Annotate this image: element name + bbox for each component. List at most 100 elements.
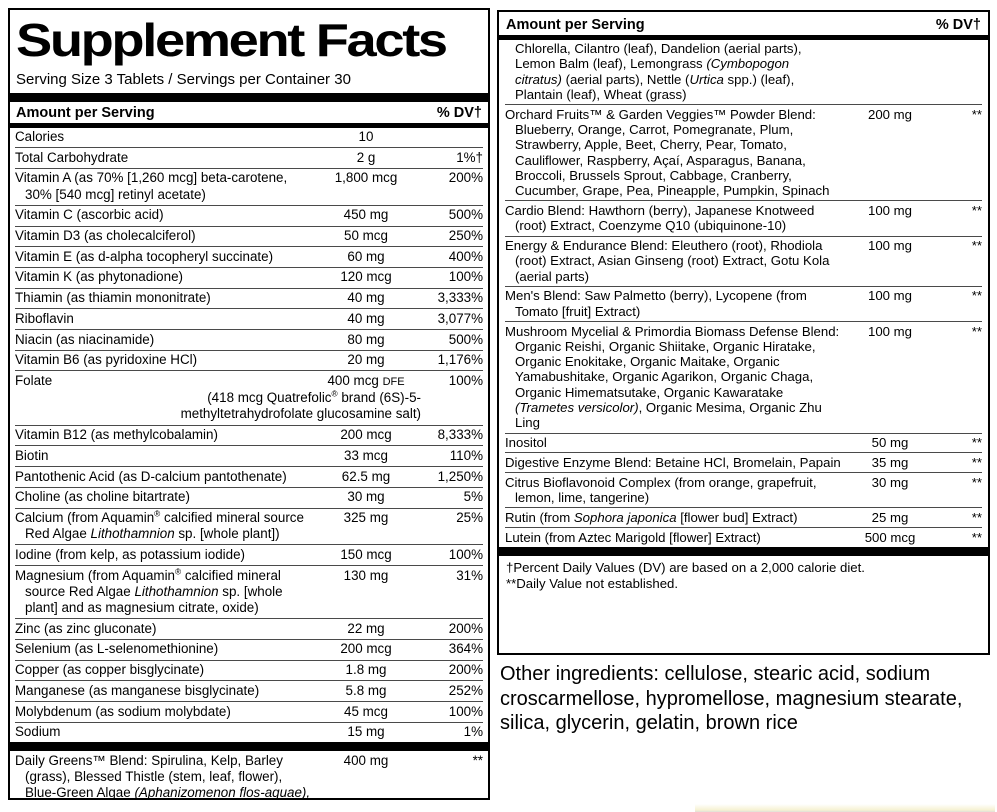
table-row: Molybdenum (as sodium molybdate) 45 mcg … [15,701,483,722]
table-row-main: Energy & Endurance Blend: Eleuthero (roo… [505,237,982,286]
ingredient-name: Total Carbohydrate [15,149,129,165]
page-title: Supplement Facts [16,14,448,66]
table-row-main: Riboflavin 40 mg 3,077% [15,309,483,329]
ingredient-name: Men's Blend: Saw Palmetto (berry), Lycop… [505,288,807,319]
ingredient-amount: 450 mg [343,207,389,223]
ingredient-name: Vitamin K (as phytonadione) [15,269,183,285]
table-row-main: Digestive Enzyme Blend: Betaine HCl, Bro… [505,453,982,472]
table-row: Folate 400 mcg DFE 100% (418 mcg Quatref… [15,370,483,421]
table-row-main: Choline (as choline bitartrate) 30 mg 5% [15,488,483,508]
footnote-line: †Percent Daily Values (DV) are based on … [506,559,865,575]
table-row: Vitamin A (as 70% [1,260 mcg] beta-carot… [15,167,483,205]
ingredient-dv: 100% [448,546,483,562]
ingredient-name: Molybdenum (as sodium molybdate) [15,703,231,719]
ingredient-amount: 325 mg [343,510,389,526]
table-row: Cardio Blend: Hawthorn (berry), Japanese… [505,200,982,235]
ingredient-name: Zinc (as zinc gluconate) [15,620,157,636]
ingredient-amount: 100 mg [868,288,912,304]
ingredient-name: Vitamin B12 (as methylcobalamin) [15,427,218,443]
ingredient-dv: ** [971,238,982,254]
table-row-main: Selenium (as L-selenomethionine) 200 mcg… [15,640,483,660]
ingredient-dv: 500% [448,207,483,223]
amount-per-serving-label: Amount per Serving [506,17,645,33]
ingredient-dv: 1%† [456,149,483,165]
table-row-main: Vitamin B6 (as pyridoxine HCl) 20 mg 1,1… [15,351,483,371]
ingredient-amount: 15 mg [347,724,385,740]
blend-table: Daily Greens™ Blend: Spirulina, Kelp, Ba… [15,751,483,798]
ingredient-dv: 200% [448,170,483,186]
ingredient-amount: 130 mg [343,567,389,583]
table-row-main: Molybdenum (as sodium molybdate) 45 mcg … [15,702,483,722]
table-row-main: Chlorella, Cilantro (leaf), Dandelion (a… [505,40,982,105]
table-row-main: Biotin 33 mcg 110% [15,446,483,466]
ingredient-amount: 120 mcg [340,269,392,285]
ingredient-amount: 100 mg [868,202,912,218]
ingredient-amount: 400 mg [343,752,389,768]
table-row: Lutein (from Aztec Marigold [flower] Ext… [505,527,982,547]
ingredient-dv: 200% [448,662,483,678]
ingredient-dv: 100% [448,269,483,285]
table-row: Inositol 50 mg ** [505,432,982,453]
table-row: Vitamin D3 (as cholecalciferol) 50 mcg 2… [15,225,483,247]
nutrient-table: Calories 10 Total Carbohydrate 2 g 1%† [15,128,483,743]
ingredient-dv: 110% [449,447,483,463]
ingredient-dv: 3,333% [437,290,483,306]
ingredient-dv: 3,077% [437,310,483,326]
table-row-main: Vitamin E (as d-alpha tocopheryl succina… [15,247,483,267]
ingredient-name: Vitamin E (as d-alpha tocopheryl succina… [15,248,274,264]
divider-bar [10,93,488,102]
table-row-main: Total Carbohydrate 2 g 1%† [15,148,483,168]
table-row-main: Folate 400 mcg DFE 100% [15,371,483,392]
table-row-main: Lutein (from Aztec Marigold [flower] Ext… [505,528,982,547]
table-row-main: Zinc (as zinc gluconate) 22 mg 200% [15,619,483,639]
ingredient-dv: ** [971,474,982,490]
ingredient-name: Inositol [505,435,547,451]
ingredient-name: Sodium [15,724,61,740]
ingredient-amount: 200 mg [868,106,912,122]
table-row-main: Manganese (as manganese bisglycinate) 5.… [15,681,483,701]
ingredient-name: Chlorella, Cilantro (leaf), Dandelion (a… [515,41,802,102]
ingredient-amount: 200 mcg [340,641,392,657]
table-row-main: Calcium (from Aquamin® calcified mineral… [15,509,483,545]
ingredient-amount: 5.8 mg [345,682,387,698]
ingredient-amount: 10 [358,129,374,144]
table-row-main: Thiamin (as thiamin mononitrate) 40 mg 3… [15,289,483,309]
ingredient-amount: 2 g [356,149,376,165]
ingredient-name: Pantothenic Acid (as D-calcium pantothen… [15,468,287,484]
ingredient-name: Calcium (from Aquamin® calcified mineral… [15,508,304,542]
table-row: Vitamin B6 (as pyridoxine HCl) 20 mg 1,1… [15,349,483,371]
table-row: Chlorella, Cilantro (leaf), Dandelion (a… [505,40,982,105]
ingredient-amount: 1.8 mg [345,662,387,678]
ingredient-dv: 100% [448,372,483,388]
table-row: Magnesium (from Aquamin® calcified miner… [15,565,483,618]
table-row: Choline (as choline bitartrate) 30 mg 5% [15,486,483,508]
ingredient-name: Iodine (from kelp, as potassium iodide) [15,546,245,562]
page-edge-artifact [695,804,995,812]
ingredient-dv: ** [971,435,982,451]
ingredient-dv: 8,333% [437,427,483,443]
ingredient-dv: ** [971,323,982,339]
table-row-main: Rutin (from Sophora japonica [flower bud… [505,508,982,527]
ingredient-amount: 40 mg [347,290,385,306]
table-row: Vitamin E (as d-alpha tocopheryl succina… [15,246,483,267]
table-row: Calories 10 [15,128,483,148]
percent-dv-label: % DV† [436,105,482,121]
table-row: Citrus Bioflavonoid Complex (from orange… [505,472,982,507]
ingredient-name: Mushroom Mycelial & Primordia Biomass De… [505,323,840,431]
table-row: Vitamin B12 (as methylcobalamin) 200 mcg… [15,424,483,446]
ingredient-dv: 1% [463,724,483,740]
table-row-main: Vitamin B12 (as methylcobalamin) 200 mcg… [15,426,483,446]
ingredient-name: Vitamin B6 (as pyridoxine HCl) [15,352,198,368]
table-row: Digestive Enzyme Blend: Betaine HCl, Bro… [505,452,982,472]
percent-dv-label: % DV† [935,17,981,33]
table-row-main: Vitamin D3 (as cholecalciferol) 50 mcg 2… [15,227,483,247]
ingredient-name: Digestive Enzyme Blend: Betaine HCl, Bro… [505,454,841,470]
table-row-main: Vitamin A (as 70% [1,260 mcg] beta-carot… [15,169,483,205]
table-row-main: Mushroom Mycelial & Primordia Biomass De… [505,322,982,433]
ingredient-amount: 100 mg [868,238,912,254]
column-header: Amount per Serving % DV† [15,102,483,123]
ingredient-name: Lutein (from Aztec Marigold [flower] Ext… [505,529,761,545]
ingredient-dv: ** [472,752,483,768]
table-row-main: Magnesium (from Aquamin® calcified miner… [15,566,483,618]
